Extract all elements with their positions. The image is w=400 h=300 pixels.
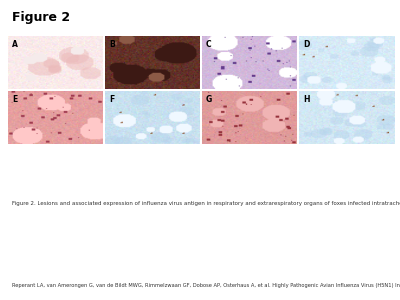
Text: E: E [12,94,17,103]
Text: A: A [12,40,18,49]
Text: Figure 2: Figure 2 [12,11,70,23]
Text: D: D [303,40,309,49]
Text: H: H [303,94,309,103]
Text: Reperant LA, van Amerongen G, van de Bildt MWG, Rimmelzwaan GF, Dobose AP, Oster: Reperant LA, van Amerongen G, van de Bil… [12,284,400,289]
Text: C: C [206,40,212,49]
Text: F: F [109,94,114,103]
Text: B: B [109,40,114,49]
Text: Figure 2. Lesions and associated expression of influenza virus antigen in respir: Figure 2. Lesions and associated express… [12,201,400,206]
Text: G: G [206,94,212,103]
